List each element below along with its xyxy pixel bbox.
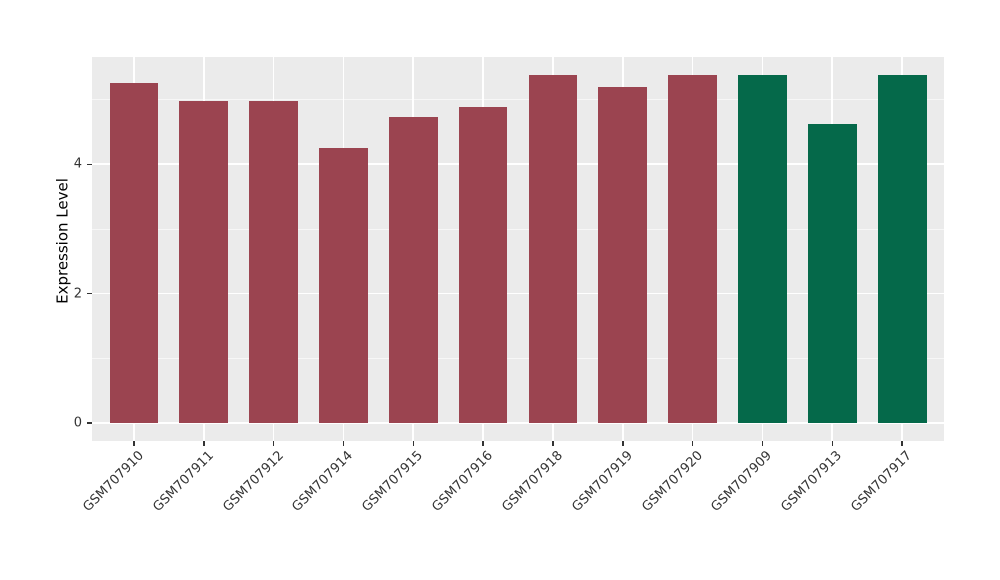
bar-GSM707909 <box>738 74 787 423</box>
x-tick-label: GSM707920 <box>638 448 706 515</box>
bar-GSM707918 <box>528 74 578 423</box>
y-tick-label: 0 <box>73 415 82 431</box>
y-tick-mark <box>87 163 92 166</box>
gridline-minor-y <box>92 228 944 230</box>
x-tick-mark <box>691 441 694 446</box>
bar-GSM707920 <box>668 74 717 423</box>
bar-GSM707913 <box>807 124 857 423</box>
x-tick-mark <box>482 441 484 446</box>
x-tick-label: GSM707918 <box>499 448 566 515</box>
y-tick-mark <box>87 292 92 295</box>
gridline-minor-y <box>92 99 944 101</box>
bar-GSM707912 <box>249 101 298 423</box>
bar-GSM707915 <box>388 117 438 423</box>
gridline-major-y <box>92 163 944 166</box>
y-tick-label: 2 <box>73 286 82 302</box>
bar-GSM707911 <box>179 101 229 423</box>
bar-GSM707914 <box>319 148 368 423</box>
x-tick-label: GSM707919 <box>569 448 636 515</box>
bar-GSM707910 <box>109 82 159 423</box>
x-tick-label: GSM707914 <box>289 448 357 515</box>
gridline-major-y <box>92 292 944 295</box>
x-tick-label: GSM707915 <box>359 448 427 515</box>
bar-GSM707919 <box>598 87 648 423</box>
x-tick-mark <box>133 441 135 446</box>
x-tick-label: GSM707916 <box>429 448 496 515</box>
x-tick-mark <box>552 441 554 446</box>
x-tick-label: GSM707912 <box>219 448 287 515</box>
x-tick-mark <box>901 441 903 446</box>
y-axis-title: Expression Level <box>53 178 72 304</box>
x-tick-mark <box>272 441 275 446</box>
bar-GSM707916 <box>458 107 508 423</box>
plot-panel <box>92 57 944 441</box>
x-tick-label: GSM707909 <box>708 448 776 515</box>
x-tick-mark <box>622 441 624 446</box>
gridline-major-y <box>92 421 944 424</box>
x-tick-label: GSM707913 <box>778 448 846 515</box>
x-tick-mark <box>203 441 205 446</box>
bar-GSM707917 <box>877 74 927 423</box>
gridline-minor-y <box>92 357 944 359</box>
y-tick-mark <box>87 422 92 424</box>
x-tick-label: GSM707917 <box>848 448 915 515</box>
x-tick-mark <box>342 441 345 446</box>
x-tick-mark <box>831 441 833 446</box>
y-tick-label: 4 <box>73 156 82 172</box>
x-tick-label: GSM707910 <box>80 448 147 515</box>
x-tick-label: GSM707911 <box>149 448 217 515</box>
x-tick-mark <box>412 441 414 446</box>
x-tick-mark <box>761 441 764 446</box>
